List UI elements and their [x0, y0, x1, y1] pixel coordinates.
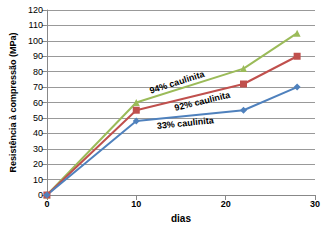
svg-text:30: 30 [33, 144, 43, 154]
svg-text:33% caulinita: 33% caulinita [156, 115, 215, 131]
svg-text:10: 10 [33, 175, 43, 185]
svg-text:100: 100 [28, 36, 43, 46]
svg-text:70: 70 [33, 82, 43, 92]
svg-text:94% caulinita: 94% caulinita [148, 69, 206, 96]
svg-text:80: 80 [33, 67, 43, 77]
svg-text:120: 120 [28, 5, 43, 15]
svg-text:40: 40 [33, 128, 43, 138]
svg-text:Resistência à compressão (MPa): Resistência à compressão (MPa) [8, 32, 18, 172]
svg-text:20: 20 [33, 159, 43, 169]
svg-text:dias: dias [171, 213, 191, 224]
svg-text:20: 20 [221, 199, 231, 209]
svg-text:92% caulinita: 92% caulinita [173, 89, 232, 112]
svg-text:0: 0 [44, 199, 49, 209]
svg-text:0: 0 [38, 190, 43, 200]
svg-text:30: 30 [310, 199, 320, 209]
svg-text:90: 90 [33, 51, 43, 61]
svg-text:60: 60 [33, 98, 43, 108]
svg-text:10: 10 [131, 199, 141, 209]
svg-text:50: 50 [33, 113, 43, 123]
svg-text:110: 110 [29, 20, 43, 30]
